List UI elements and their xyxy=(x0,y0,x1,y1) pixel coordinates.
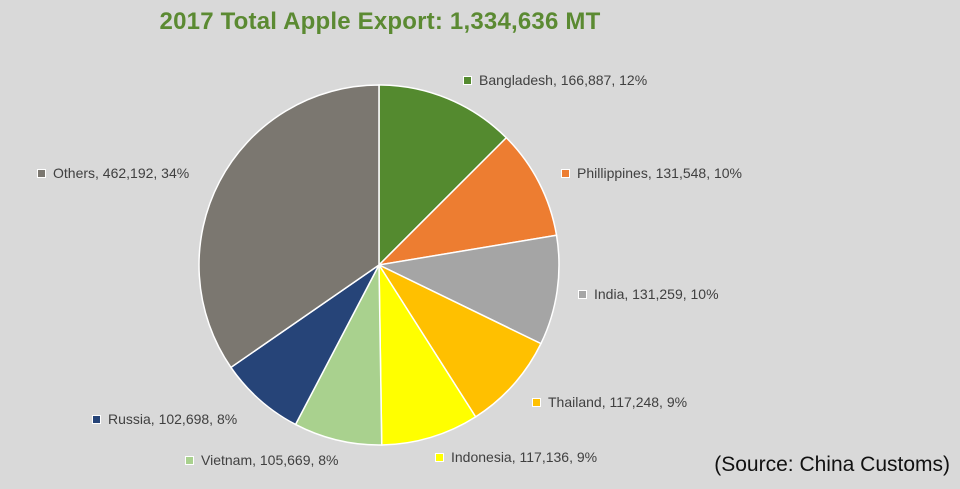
legend-swatch-india xyxy=(578,289,587,299)
label-text-india: India, 131,259, 10% xyxy=(594,286,719,302)
label-indonesia: Indonesia, 117,136, 9% xyxy=(435,449,597,465)
legend-swatch-indonesia xyxy=(435,452,444,462)
pie-slice-thailand xyxy=(376,263,542,418)
label-text-bangladesh: Bangladesh, 166,887, 12% xyxy=(479,72,648,88)
legend-swatch-russia xyxy=(92,414,101,424)
pie-slice-others xyxy=(198,84,380,369)
pie-slice-vietnam xyxy=(294,264,383,446)
legend-swatch-others xyxy=(37,168,46,178)
label-bangladesh: Bangladesh, 166,887, 12% xyxy=(463,72,647,88)
label-others: Others, 462,192, 34% xyxy=(37,165,189,181)
label-text-thailand: Thailand, 117,248, 9% xyxy=(548,394,688,410)
label-text-indonesia: Indonesia, 117,136, 9% xyxy=(451,449,598,465)
legend-swatch-vietnam xyxy=(185,455,194,465)
chart-title: 2017 Total Apple Export: 1,334,636 MT xyxy=(159,8,601,35)
label-text-russia: Russia, 102,698, 8% xyxy=(108,411,238,427)
legend-swatch-thailand xyxy=(532,397,541,407)
label-text-others: Others, 462,192, 34% xyxy=(53,165,190,181)
label-india: India, 131,259, 10% xyxy=(578,286,719,302)
pie-slice-indonesia xyxy=(378,262,477,446)
label-thailand: Thailand, 117,248, 9% xyxy=(532,394,687,410)
legend-swatch-bangladesh xyxy=(463,75,472,85)
label-russia: Russia, 102,698, 8% xyxy=(92,411,237,427)
label-vietnam: Vietnam, 105,669, 8% xyxy=(185,452,339,468)
pie-slice-bangladesh xyxy=(378,84,508,267)
pie-slice-phillippines xyxy=(376,136,558,267)
label-text-phillippines: Phillippines, 131,548, 10% xyxy=(577,165,743,181)
legend-swatch-phillippines xyxy=(561,168,570,178)
source-note: (Source: China Customs) xyxy=(714,453,950,476)
label-phillippines: Phillippines, 131,548, 10% xyxy=(561,165,742,181)
label-text-vietnam: Vietnam, 105,669, 8% xyxy=(201,452,339,468)
pie-slice-india xyxy=(376,234,560,345)
